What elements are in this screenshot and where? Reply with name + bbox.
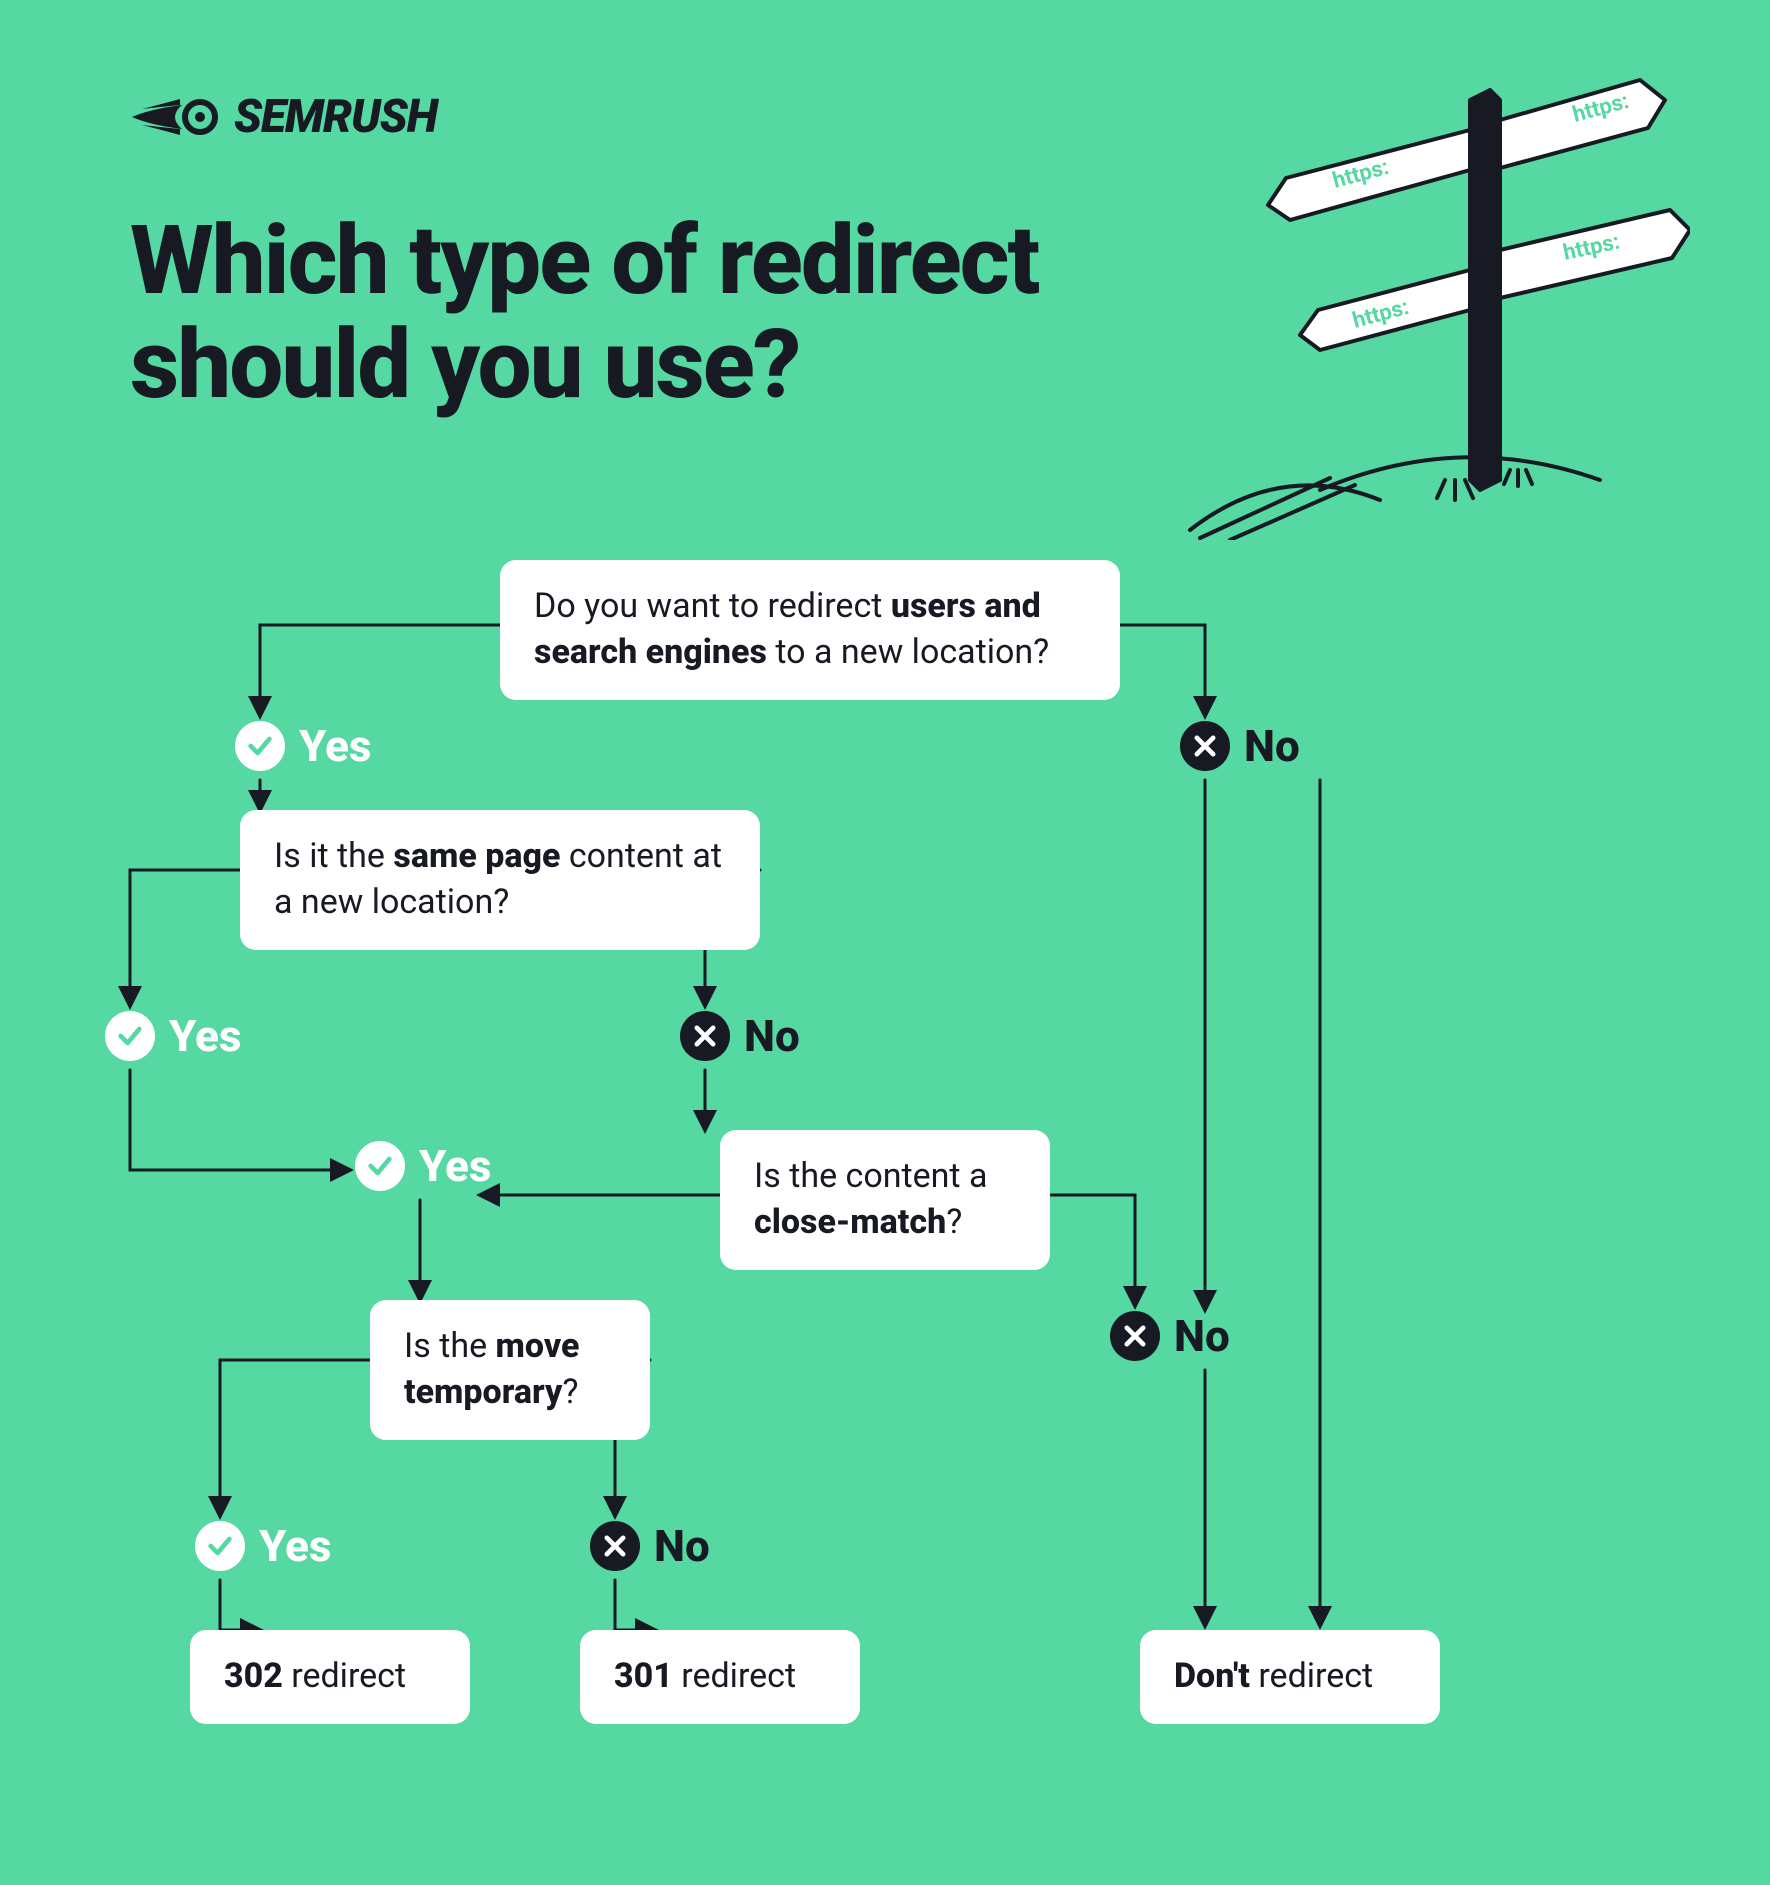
answer-a2y: Yes (105, 1010, 242, 1062)
check-icon (105, 1011, 155, 1061)
logo-mark-icon (130, 95, 220, 139)
title-line-2: should you use? (130, 309, 799, 421)
answer-a2n: No (680, 1010, 800, 1062)
answer-a4n: No (590, 1520, 710, 1572)
answer-label: No (1174, 1310, 1230, 1362)
flowchart-node-q4: Is the move temporary? (370, 1300, 650, 1440)
answer-a1y: Yes (235, 720, 372, 772)
x-icon (680, 1011, 730, 1061)
check-icon (235, 721, 285, 771)
answer-label: No (1244, 720, 1300, 772)
answer-label: Yes (299, 720, 372, 772)
answer-label: Yes (419, 1140, 492, 1192)
x-icon (590, 1521, 640, 1571)
answer-a4y: Yes (195, 1520, 332, 1572)
check-icon (355, 1141, 405, 1191)
flowchart-node-q1: Do you want to redirect users and search… (500, 560, 1120, 700)
x-icon (1180, 721, 1230, 771)
answer-label: No (654, 1520, 710, 1572)
answer-a1n: No (1180, 720, 1300, 772)
answer-label: Yes (259, 1520, 332, 1572)
flowchart-node-r301: 301 redirect (580, 1630, 860, 1724)
answer-label: Yes (169, 1010, 242, 1062)
flowchart-node-rdont: Don't redirect (1140, 1630, 1440, 1724)
flowchart-node-q2: Is it the same page content at a new loc… (240, 810, 760, 950)
page-title: Which type of redirect should you use? (130, 210, 1038, 417)
title-line-1: Which type of redirect (130, 205, 1038, 317)
answer-a3y: Yes (355, 1140, 492, 1192)
signpost-illustration: https: https: https: https: (1170, 60, 1690, 540)
flowchart-node-r302: 302 redirect (190, 1630, 470, 1724)
brand-name: SEMrush (234, 90, 437, 144)
answer-label: No (744, 1010, 800, 1062)
check-icon (195, 1521, 245, 1571)
brand-logo: SEMrush (130, 90, 437, 144)
flowchart-node-q3: Is the content a close-match? (720, 1130, 1050, 1270)
x-icon (1110, 1311, 1160, 1361)
answer-a3n: No (1110, 1310, 1230, 1362)
